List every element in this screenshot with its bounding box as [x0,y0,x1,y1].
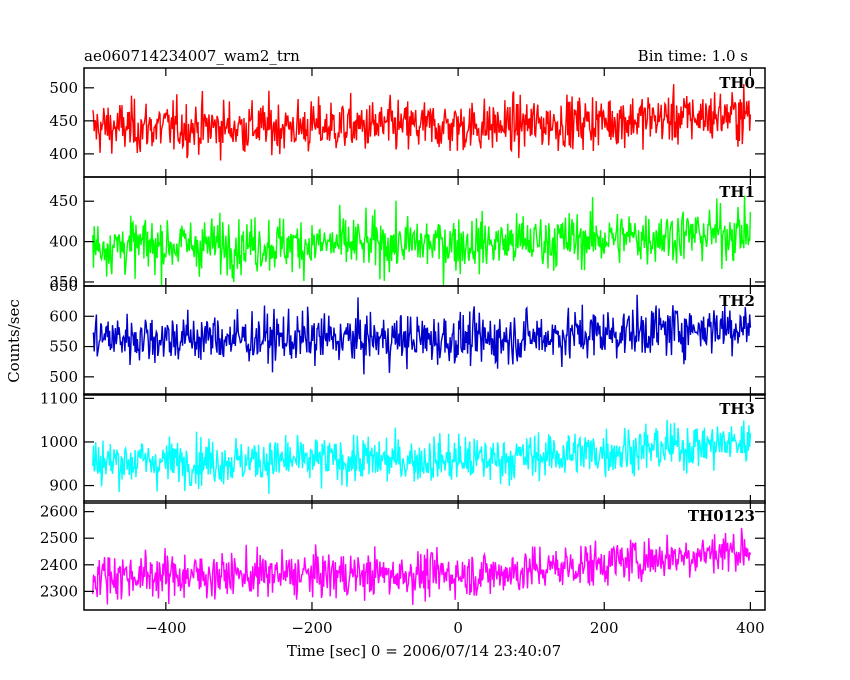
y-tick-label: 2400 [40,556,78,574]
panel-frame-th0123 [83,500,766,611]
chart-title-left: ae060714234007_wam2_trn [84,47,300,65]
series-th2 [92,294,752,375]
y-tick-label: 2600 [40,503,78,521]
panel-frame-th2 [83,285,766,396]
series-th0 [92,83,752,161]
panel-label-th1: TH1 [719,183,755,201]
y-tick-label: 650 [49,277,78,295]
y-tick-label: 900 [49,477,78,495]
x-tick-label: 400 [736,619,765,637]
panel-label-th3: TH3 [719,400,755,418]
panel-label-th0123: TH0123 [688,507,755,525]
y-axis-label: Counts/sec [5,299,23,383]
x-tick-label: −200 [291,619,332,637]
series-th3 [92,419,752,494]
panel-label-th2: TH2 [719,292,755,310]
y-tick-label: 2500 [40,529,78,547]
series-th1 [92,195,752,286]
y-tick-label: 1000 [40,433,78,451]
y-tick-label: 400 [49,145,78,163]
x-axis-label: Time [sec] 0 = 2006/07/14 23:40:07 [287,642,561,660]
x-tick-label: 200 [590,619,619,637]
x-tick-label: −400 [145,619,186,637]
y-tick-label: 450 [49,112,78,130]
y-tick-label: 2300 [40,582,78,600]
y-tick-label: 500 [49,368,78,386]
y-tick-label: 400 [49,233,78,251]
series-th0123 [92,527,752,605]
panel-frame-th1 [83,176,766,287]
panels-group: 400 450 500 TH0 350 400 450 TH1 500 550 600 650 TH2 9… [40,67,766,637]
y-tick-label: 350 [49,273,78,291]
panel-label-th0: TH0 [719,74,755,92]
y-tick-label: 1100 [40,389,78,407]
x-tick-label: 0 [453,619,463,637]
y-tick-label: 550 [49,338,78,356]
y-tick-label: 600 [49,307,78,325]
panel-frame-th3 [83,393,766,504]
chart-title-right: Bin time: 1.0 s [638,47,748,65]
y-tick-label: 450 [49,192,78,210]
y-tick-label: 500 [49,79,78,97]
